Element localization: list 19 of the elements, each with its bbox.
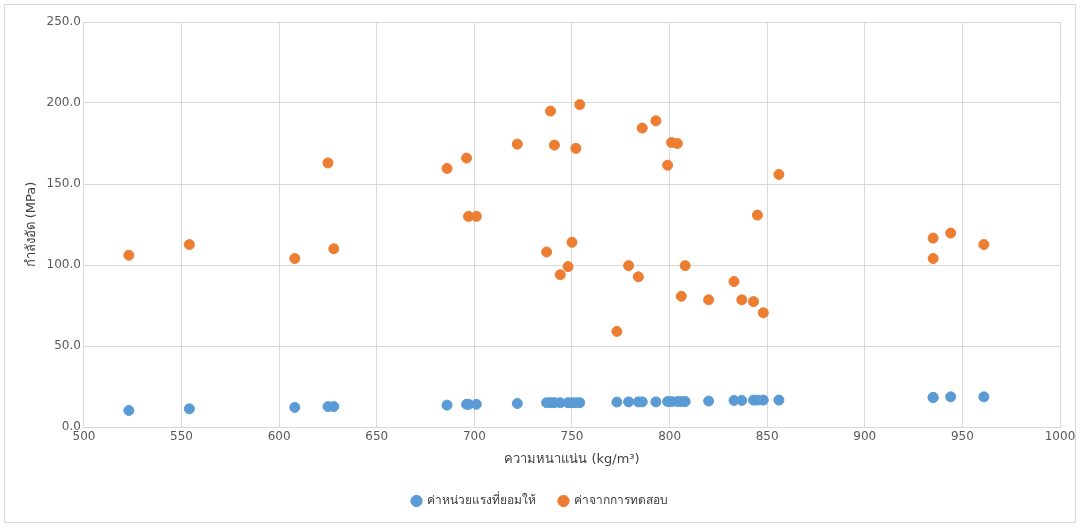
legend-label: ค่าจากการทดสอบ [573,493,668,508]
x-tick-label: 750 [560,429,584,444]
x-tick-label: 900 [853,429,877,444]
y-tick-label: 250.0 [46,14,81,29]
y-tick-label: 100.0 [46,257,81,272]
y-axis-title: กำลังอัด (MPa) [23,181,39,268]
y-tick-label: 200.0 [46,95,81,110]
x-tick-label: 650 [365,429,389,444]
x-tick-label: 800 [658,429,682,444]
y-tick-label: 50.0 [54,338,81,353]
legend-label: ค่าหน่วยแรงที่ยอมให้ [426,491,536,508]
x-tick-label: 850 [755,429,779,444]
x-tick-label: 1000 [1044,429,1076,444]
x-axis-title: ความหนาแน่น (kg/m³) [504,450,640,466]
x-tick-label: 550 [170,429,194,444]
x-tick-label: 600 [267,429,291,444]
x-tick-label: 950 [950,429,974,444]
x-tick-label: 700 [462,429,486,444]
y-tick-label: 150.0 [46,176,81,191]
